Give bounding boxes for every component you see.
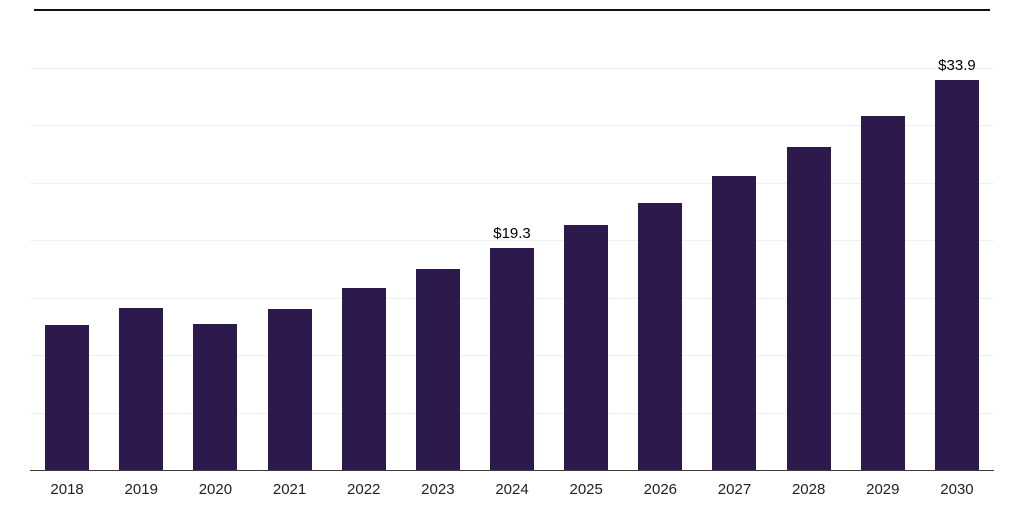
bar-column-2028: [772, 10, 846, 470]
bar-2020: [193, 323, 238, 470]
bar-2021: [267, 309, 312, 470]
x-tick-label-2026: 2026: [643, 481, 678, 498]
bar-column-2022: [327, 10, 401, 470]
bar-column-2027: [697, 10, 771, 470]
bar-2023: [415, 268, 460, 470]
bar-column-2021: [252, 10, 326, 470]
x-tick-label-2024: 2024: [495, 481, 529, 498]
x-tick-label-2022: 2022: [347, 481, 381, 498]
x-tick-label-2019: 2019: [124, 481, 158, 498]
bar-series: $19.3 $33.9: [30, 10, 994, 470]
bar-column-2023: [401, 10, 475, 470]
x-tick-label-2030: 2030: [940, 481, 974, 498]
x-tick-label-2025: 2025: [569, 481, 603, 498]
bar-column-2019: [104, 10, 178, 470]
bar-column-2030: $33.9: [920, 10, 994, 470]
x-axis-labels: 2018 2019 2020 2021 2022 2023 2024 2025 2026 2027…: [30, 481, 994, 498]
x-tick-label-2023: 2023: [421, 481, 455, 498]
plot-area: $19.3 $33.9: [30, 9, 994, 471]
x-tick-label-2021: 2021: [272, 481, 307, 498]
gridline: [30, 240, 994, 241]
x-tick-label-2027: 2027: [717, 481, 752, 498]
gridline: [30, 182, 994, 184]
chart-top-border: [34, 9, 990, 11]
bar-column-2018: [30, 10, 104, 470]
bar-2026: [638, 203, 683, 470]
bar-2028: [786, 146, 831, 470]
bar-2018: [45, 325, 90, 470]
bar-2022: [341, 288, 386, 470]
bar-2029: [860, 115, 905, 470]
x-tick-label-2018: 2018: [50, 481, 84, 498]
bar-2027: [712, 175, 757, 470]
x-tick-label-2029: 2029: [866, 481, 900, 498]
bar-column-2026: [623, 10, 697, 470]
bar-column-2025: [549, 10, 623, 470]
bar-2024: [490, 248, 535, 470]
x-tick-label-2028: 2028: [791, 481, 826, 498]
bar-value-label-2024: $19.3: [493, 225, 531, 243]
bar-column-2020: [178, 10, 252, 470]
x-tick-label-2020: 2020: [198, 481, 233, 498]
gridline: [30, 67, 994, 69]
bar-2030: [934, 80, 979, 470]
bar-2019: [119, 307, 164, 470]
bar-2025: [564, 225, 609, 470]
bar-column-2029: [846, 10, 920, 470]
bar-value-label-2030: $33.9: [938, 57, 976, 75]
gridline: [30, 125, 994, 126]
bar-column-2024: $19.3: [475, 10, 549, 470]
